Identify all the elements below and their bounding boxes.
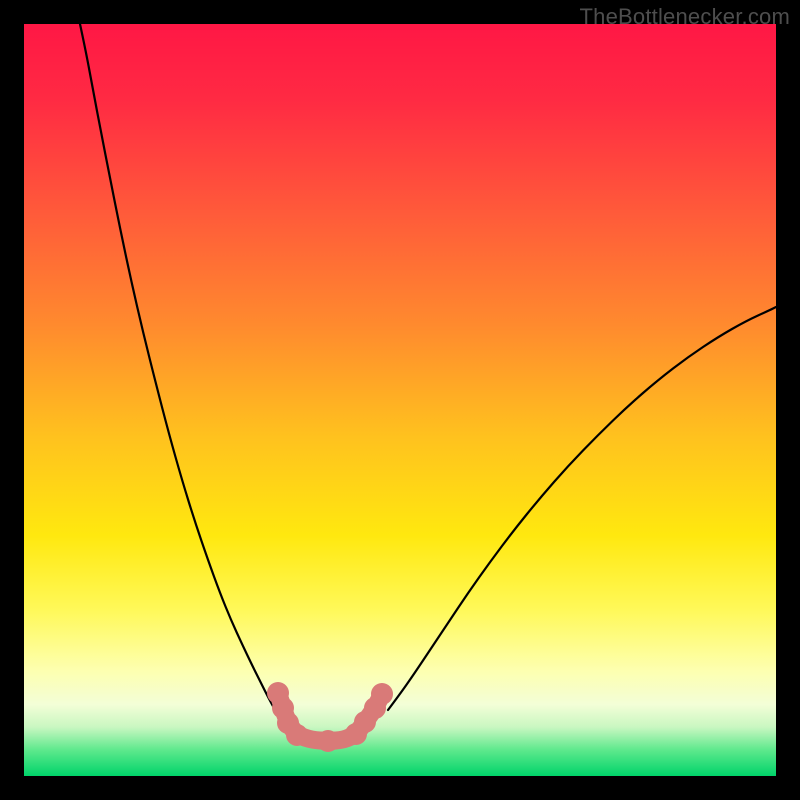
chart-container: TheBottlenecker.com	[0, 0, 800, 800]
valley-dot	[286, 724, 308, 746]
valley-dot	[371, 683, 393, 705]
chart-svg	[0, 0, 800, 800]
valley-dot	[317, 730, 339, 752]
plot-background	[24, 24, 776, 776]
